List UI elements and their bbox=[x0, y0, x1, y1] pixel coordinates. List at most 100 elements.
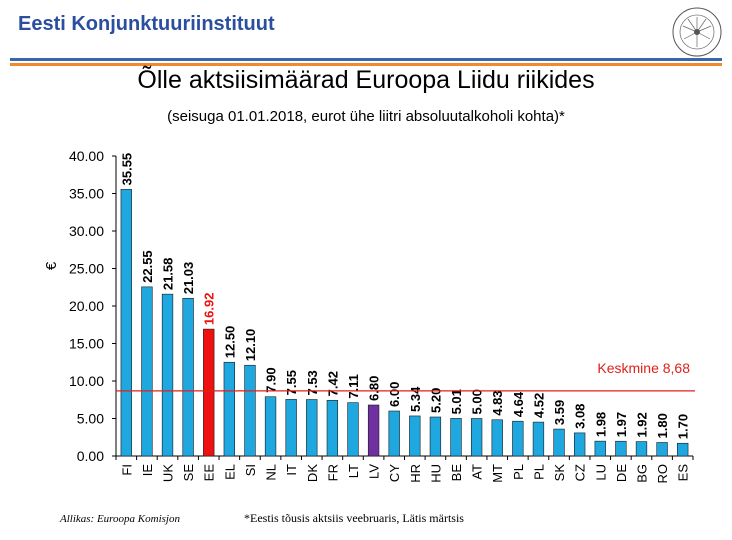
bar-value-label: 5.00 bbox=[470, 389, 485, 414]
bar-nl bbox=[264, 396, 277, 457]
bar-value-label: 16.92 bbox=[202, 293, 217, 326]
bar-el bbox=[223, 361, 235, 457]
x-tick-label: IT bbox=[284, 464, 299, 476]
bar-value-label: 7.53 bbox=[305, 370, 320, 395]
bar-value-label: 7.11 bbox=[346, 374, 361, 399]
header-divider-orange bbox=[10, 63, 722, 66]
x-tick-label: SE bbox=[181, 464, 196, 482]
bar-ro bbox=[656, 442, 668, 457]
x-tick-label: CY bbox=[387, 464, 402, 482]
bar-cz bbox=[574, 432, 586, 457]
source-note: Allikas: Euroopa Komisjon bbox=[60, 513, 180, 525]
header-divider-blue bbox=[10, 58, 722, 61]
bar-value-label: 1.92 bbox=[634, 412, 649, 437]
bar-pl bbox=[512, 420, 524, 457]
chart-subtitle: (seisuga 01.01.2018, eurot ühe liitri ab… bbox=[167, 108, 565, 125]
bar-value-label: 12.10 bbox=[243, 329, 258, 362]
bar-value-label: 1.98 bbox=[593, 412, 608, 437]
y-tick-label: 15.00 bbox=[69, 336, 104, 352]
bar-value-label: 35.55 bbox=[119, 153, 134, 186]
y-tick-label: 30.00 bbox=[69, 223, 104, 239]
y-tick-label: 5.00 bbox=[77, 411, 104, 427]
x-tick-label: SI bbox=[243, 464, 258, 476]
x-tick-label: CZ bbox=[573, 464, 588, 481]
bar-value-label: 7.90 bbox=[264, 367, 279, 392]
y-tick-label: 35.00 bbox=[69, 186, 104, 202]
y-axis-label: € bbox=[43, 261, 60, 270]
x-tick-label: HR bbox=[408, 464, 423, 483]
bar-value-label: 1.80 bbox=[655, 413, 670, 438]
bar-ie bbox=[141, 286, 153, 457]
y-tick-label: 0.00 bbox=[77, 448, 104, 464]
x-tick-label: PL bbox=[511, 464, 526, 480]
x-tick-label: HU bbox=[428, 464, 443, 483]
x-tick-label: RO bbox=[655, 464, 670, 484]
bar-uk bbox=[161, 293, 174, 457]
org-title: Eesti Konjunktuuriinstituut bbox=[18, 13, 275, 35]
bar-ee bbox=[203, 328, 215, 457]
bar-si bbox=[244, 364, 256, 457]
bar-sk bbox=[553, 428, 565, 457]
bar-value-label: 12.50 bbox=[222, 326, 237, 359]
x-tick-label: ES bbox=[676, 464, 691, 482]
bar-pl bbox=[532, 421, 545, 457]
x-tick-label: DK bbox=[305, 464, 320, 482]
bar-value-label: 22.55 bbox=[140, 250, 155, 283]
footnote: *Eestis tõusis aktsiis veebruaris, Lätis… bbox=[244, 511, 464, 525]
bar-se bbox=[182, 297, 194, 457]
bar-it bbox=[285, 399, 297, 457]
x-tick-label: LV bbox=[367, 464, 382, 479]
bar-at bbox=[470, 418, 483, 457]
bar-hr bbox=[409, 415, 421, 457]
x-tick-label: FR bbox=[325, 464, 340, 481]
bar-bg bbox=[635, 441, 648, 457]
bar-value-label: 1.97 bbox=[614, 412, 629, 437]
bar-value-label: 7.42 bbox=[325, 371, 340, 396]
bar-value-label: 4.83 bbox=[490, 390, 505, 415]
x-tick-label: PL bbox=[531, 464, 546, 480]
x-tick-label: AT bbox=[470, 464, 485, 480]
x-tick-label: BE bbox=[449, 464, 464, 482]
y-tick-label: 10.00 bbox=[69, 373, 104, 389]
bar-mt bbox=[491, 419, 503, 457]
y-tick-label: 40.00 bbox=[69, 148, 104, 164]
bar-hu bbox=[429, 416, 442, 457]
bar-value-label: 21.58 bbox=[161, 258, 176, 291]
x-tick-label: LU bbox=[593, 464, 608, 481]
x-tick-label: FI bbox=[119, 464, 134, 476]
x-tick-label: NL bbox=[264, 464, 279, 481]
y-tick-label: 25.00 bbox=[69, 261, 104, 277]
x-tick-label: EE bbox=[202, 464, 217, 482]
y-tick-label: 20.00 bbox=[69, 298, 104, 314]
x-tick-label: LT bbox=[346, 464, 361, 478]
logo-seal-icon bbox=[672, 7, 722, 57]
bar-value-label: 3.59 bbox=[552, 400, 567, 425]
x-tick-label: SK bbox=[552, 464, 567, 482]
bar-lv bbox=[367, 404, 380, 457]
bar-value-label: 6.00 bbox=[387, 382, 402, 407]
bar-be bbox=[450, 418, 462, 457]
bar-value-label: 5.34 bbox=[408, 386, 423, 412]
bar-value-label: 4.52 bbox=[531, 393, 546, 418]
average-label: Keskmine 8,68 bbox=[597, 360, 690, 376]
bar-value-label: 6.80 bbox=[367, 376, 382, 401]
bar-value-label: 7.55 bbox=[284, 370, 299, 395]
bar-fr bbox=[326, 400, 339, 457]
bar-fi bbox=[120, 189, 132, 457]
bar-es bbox=[677, 442, 689, 457]
bar-value-label: 21.03 bbox=[181, 262, 196, 295]
bar-dk bbox=[306, 399, 318, 457]
x-tick-label: EL bbox=[222, 464, 237, 480]
bar-value-label: 1.70 bbox=[676, 414, 691, 439]
bar-lu bbox=[594, 440, 606, 457]
bar-value-label: 4.64 bbox=[511, 391, 526, 417]
bar-value-label: 5.01 bbox=[449, 389, 464, 414]
bar-value-label: 5.20 bbox=[428, 388, 443, 413]
x-tick-label: DE bbox=[614, 464, 629, 482]
bar-cy bbox=[388, 410, 400, 457]
x-tick-label: BG bbox=[634, 464, 649, 483]
chart-title: Õlle aktsiisimäärad Euroopa Liidu riikid… bbox=[137, 66, 595, 94]
x-tick-label: IE bbox=[140, 464, 155, 477]
bar-lt bbox=[347, 402, 359, 457]
